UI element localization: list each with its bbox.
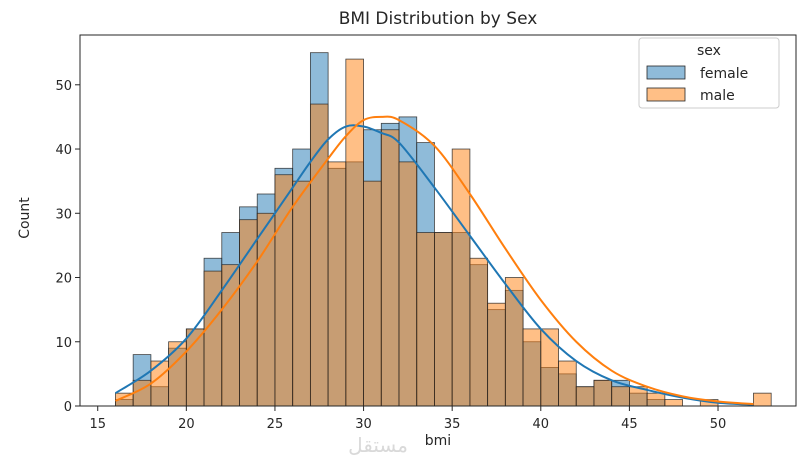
legend-swatch-male	[646, 87, 686, 102]
x-tick-label-20: 20	[178, 417, 195, 432]
bar-male-10	[292, 180, 311, 407]
bar-male-28	[611, 386, 630, 407]
kde-line-female	[114, 124, 754, 406]
x-tick-label-30: 30	[355, 417, 372, 432]
x-tick-label-35: 35	[444, 417, 461, 432]
bar-male-36	[753, 392, 772, 407]
watermark-text: مستقل	[348, 433, 408, 457]
bar-male-5	[203, 270, 223, 407]
y-tick-label-0: 0	[64, 400, 72, 415]
bar-male-16	[398, 161, 418, 407]
bar-male-17	[416, 232, 435, 407]
x-tick-label-15: 15	[89, 417, 106, 432]
bar-male-20	[469, 257, 489, 407]
y-tick-label-10: 10	[55, 336, 72, 351]
bar-male-14	[363, 180, 382, 407]
bar-male-3	[168, 341, 187, 407]
x-tick-label-25: 25	[267, 417, 284, 432]
series-male-bars	[115, 58, 772, 407]
bar-male-26	[575, 386, 595, 407]
legend-title: sex	[697, 43, 721, 59]
axes-frame	[79, 34, 797, 407]
y-tick-label-20: 20	[55, 272, 72, 287]
bar-male-15	[380, 129, 400, 407]
x-tick-label-45: 45	[621, 417, 638, 432]
bar-male-30	[646, 392, 666, 407]
bar-male-8	[256, 212, 276, 407]
bar-male-7	[239, 219, 258, 407]
x-axis-label: bmi	[425, 433, 451, 449]
bar-male-24	[540, 328, 559, 407]
y-tick-label-50: 50	[55, 79, 72, 94]
plot-area: 15 20 25 30 35 40 45 50 0 10 20 30 40 50	[55, 34, 797, 432]
y-axis-label: Count	[17, 197, 33, 239]
y-tick-label-30: 30	[55, 207, 72, 222]
bar-male-19	[451, 148, 471, 407]
chart-title: BMI Distribution by Sex	[339, 9, 538, 29]
legend-label-male: male	[700, 88, 735, 104]
bar-male-18	[434, 232, 453, 407]
x-tick-label-40: 40	[533, 417, 550, 432]
y-tick-label-40: 40	[55, 143, 72, 158]
x-tick-label-50: 50	[710, 417, 727, 432]
bar-male-23	[522, 328, 542, 407]
bar-male-12	[327, 161, 347, 407]
bar-male-31	[664, 399, 683, 407]
kde-line-male	[115, 115, 754, 406]
legend-label-female: female	[700, 66, 748, 82]
bar-male-25	[558, 360, 577, 407]
bar-male-13	[345, 58, 364, 407]
legend-swatch-female	[646, 65, 686, 80]
bar-male-27	[593, 379, 613, 407]
bar-male-21	[487, 302, 506, 407]
legend: sex female male	[638, 37, 780, 109]
